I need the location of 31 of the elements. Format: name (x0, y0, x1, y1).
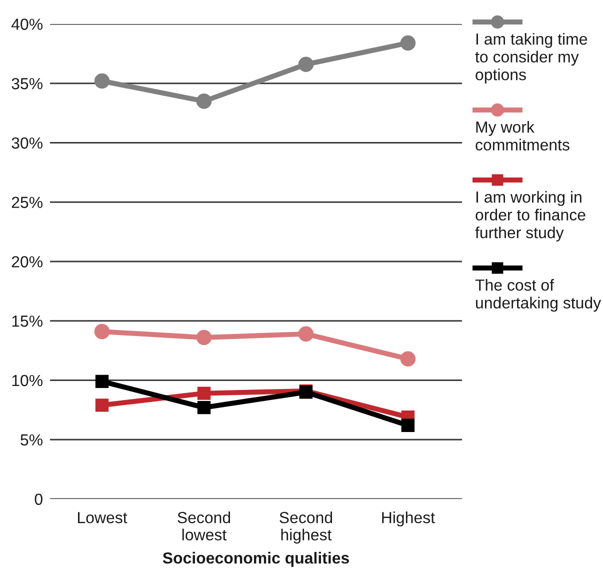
point (298, 326, 314, 342)
legend-label: My work commitments (476, 121, 570, 151)
y-tick-label: 20% (12, 256, 42, 268)
point (298, 56, 314, 72)
point (196, 330, 212, 346)
y-tick-label: 15% (12, 316, 42, 327)
legend-label: The cost of undertaking study (475, 279, 602, 312)
point (95, 374, 109, 388)
y-tick-label: 0 (34, 494, 42, 505)
point (401, 418, 415, 432)
y-tick-label: 25% (12, 196, 42, 208)
x-tick-label: Second highest (280, 512, 332, 544)
y-tick-label: 40% (11, 18, 42, 30)
point (95, 398, 109, 412)
point (197, 386, 211, 400)
point (196, 94, 212, 109)
y-tick-label: 30% (12, 137, 42, 149)
x-tick-label: Second lowest (178, 512, 230, 540)
point (94, 324, 110, 340)
y-tick-label: 5% (20, 434, 42, 446)
x-tick-label: Highest (382, 512, 435, 526)
x-tick-label: Lowest (78, 512, 128, 524)
point (197, 400, 211, 414)
legend-label: I am taking time to consider my options (475, 33, 588, 84)
x-axis-title: Socioeconomic qualities (162, 552, 349, 567)
y-tick-label: 35% (12, 78, 42, 90)
point (400, 351, 416, 367)
point (400, 35, 416, 51)
y-tick-label: 10% (12, 374, 42, 386)
point (94, 73, 110, 89)
legend-label: I am working in order to finance further study (475, 191, 586, 242)
